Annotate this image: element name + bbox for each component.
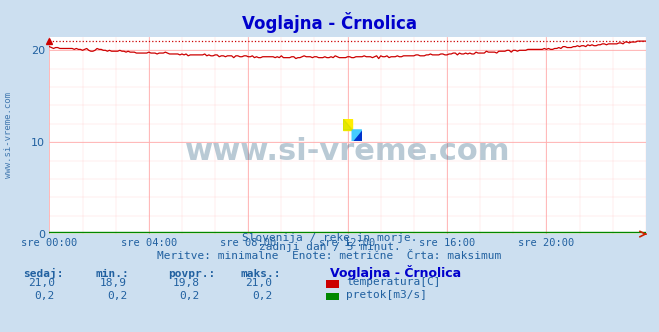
Text: www.si-vreme.com: www.si-vreme.com [185, 136, 510, 166]
Text: 0,2: 0,2 [34, 291, 55, 301]
Text: Voglajna - Črnolica: Voglajna - Črnolica [330, 265, 461, 280]
Text: sedaj:: sedaj: [23, 268, 63, 279]
Text: Meritve: minimalne  Enote: metrične  Črta: maksimum: Meritve: minimalne Enote: metrične Črta:… [158, 251, 501, 261]
Text: 0,2: 0,2 [252, 291, 272, 301]
Text: pretok[m3/s]: pretok[m3/s] [346, 290, 427, 300]
Text: 0,2: 0,2 [107, 291, 127, 301]
Polygon shape [353, 130, 362, 141]
Polygon shape [343, 119, 353, 130]
Text: 21,0: 21,0 [245, 278, 272, 288]
Text: www.si-vreme.com: www.si-vreme.com [4, 92, 13, 178]
Bar [343, 119, 353, 130]
Text: 0,2: 0,2 [179, 291, 200, 301]
Polygon shape [353, 130, 362, 141]
Text: 21,0: 21,0 [28, 278, 55, 288]
Text: povpr.:: povpr.: [168, 269, 215, 279]
Text: 19,8: 19,8 [173, 278, 200, 288]
Text: 18,9: 18,9 [100, 278, 127, 288]
Text: Voglajna - Črnolica: Voglajna - Črnolica [242, 12, 417, 33]
Text: maks.:: maks.: [241, 269, 281, 279]
Text: temperatura[C]: temperatura[C] [346, 277, 440, 287]
Text: min.:: min.: [96, 269, 129, 279]
Text: Slovenija / reke in morje.: Slovenija / reke in morje. [242, 233, 417, 243]
Bar [353, 130, 362, 141]
Text: zadnji dan / 5 minut.: zadnji dan / 5 minut. [258, 242, 401, 252]
